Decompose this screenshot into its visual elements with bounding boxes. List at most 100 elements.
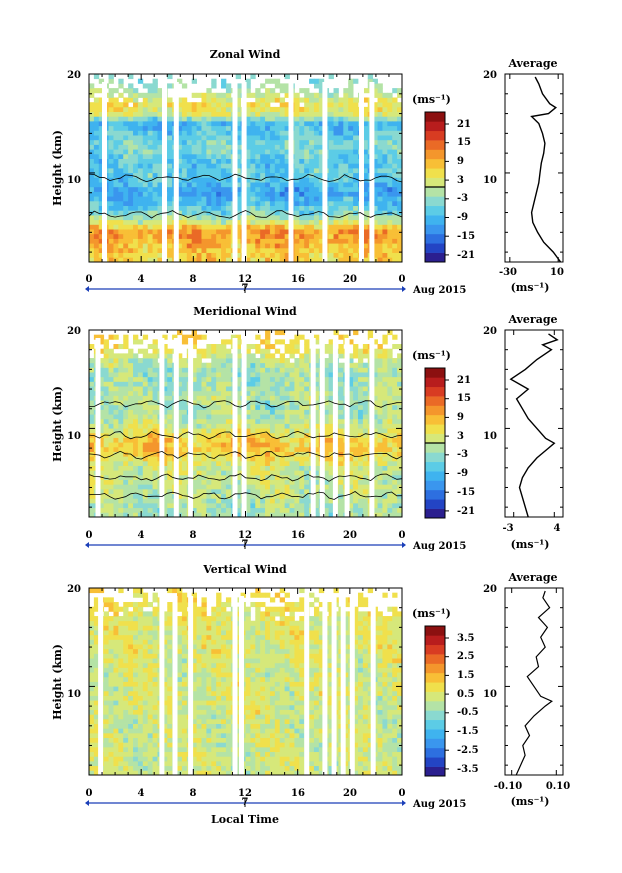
meridional-heatmap-cell (211, 437, 217, 443)
zonal-heatmap-cell (186, 121, 193, 127)
zonal-heatmap-cell (113, 215, 119, 221)
zonal-heatmap-cell (181, 121, 188, 127)
meridional-heatmap-cell (152, 353, 158, 359)
zonal-heatmap-cell (181, 233, 188, 239)
meridional-heatmap-cell (142, 400, 149, 406)
zonal-heatmap-cell (157, 247, 163, 253)
zonal-heatmap-cell (250, 74, 256, 80)
zonal-heatmap-cell (118, 252, 124, 258)
meridional-heatmap-cell (299, 470, 305, 476)
meridional-heatmap-cell (113, 395, 119, 401)
meridional-heatmap-cell (387, 437, 393, 443)
meridional-heatmap-cell (196, 348, 202, 354)
zonal-heatmap-cell (338, 219, 344, 225)
zonal-heatmap-cell (108, 182, 114, 188)
meridional-heatmap-cell (250, 498, 256, 504)
meridional-heatmap-cell (225, 465, 232, 471)
meridional-heatmap-cell (211, 512, 217, 518)
meridional-heatmap-cell (128, 512, 134, 518)
meridional-heatmap-cell (255, 498, 261, 504)
meridional-heatmap-cell (177, 432, 183, 438)
meridional-heatmap-cell (397, 474, 403, 481)
meridional-heatmap-cell (177, 465, 183, 471)
meridional-heatmap-cell (113, 493, 119, 499)
meridional-heatmap-cell (123, 334, 129, 340)
meridional-heatmap-cell (289, 437, 295, 443)
meridional-heatmap-cell (162, 390, 168, 396)
zonal-heatmap-cell (93, 139, 100, 145)
meridional-heatmap-cell (177, 512, 183, 518)
zonal-heatmap-cell (260, 243, 266, 249)
zonal-heatmap-cell (318, 153, 325, 159)
zonal-heatmap-cell (89, 252, 95, 258)
meridional-heatmap-cell (142, 460, 149, 466)
zonal-heatmap-cell (206, 200, 212, 206)
meridional-heatmap-cell (313, 418, 320, 424)
meridional-heatmap-cell (98, 437, 105, 443)
zonal-heatmap-cell (123, 238, 129, 244)
zonal-heatmap-cell (353, 153, 359, 159)
meridional-heatmap-cell (191, 507, 197, 513)
meridional-heatmap-cell (250, 358, 256, 364)
zonal-heatmap-cell (167, 186, 173, 192)
zonal-heatmap-cell (304, 224, 310, 230)
meridional-heatmap-cell (353, 404, 359, 410)
zonal-heatmap-cell (284, 83, 290, 89)
meridional-heatmap-cell (221, 498, 227, 504)
zonal-heatmap-cell (186, 247, 193, 253)
meridional-heatmap-cell (147, 344, 153, 350)
zonal-heatmap-cell (93, 130, 100, 136)
meridional-data-gap (332, 338, 338, 517)
meridional-heatmap-cell (362, 437, 369, 443)
zonal-heatmap-cell (387, 172, 393, 178)
meridional-heatmap-cell (357, 502, 364, 509)
meridional-heatmap-cell (118, 484, 124, 490)
meridional-heatmap-cell (338, 465, 344, 471)
meridional-heatmap-cell (123, 386, 129, 392)
meridional-heatmap-cell (362, 353, 369, 359)
zonal-heatmap-cell (196, 229, 202, 235)
meridional-heatmap-cell (250, 418, 256, 424)
zonal-heatmap-cell (284, 106, 290, 112)
meridional-heatmap-cell (250, 507, 256, 513)
zonal-heatmap-cell (235, 106, 242, 112)
zonal-heatmap-cell (328, 238, 334, 244)
meridional-heatmap-cell (392, 376, 398, 382)
zonal-heatmap-cell (387, 186, 393, 192)
meridional-heatmap-cell (284, 502, 290, 509)
zonal-heatmap-cell (387, 135, 393, 141)
meridional-heatmap-cell (181, 446, 188, 452)
zonal-heatmap-cell (397, 247, 403, 253)
zonal-heatmap-cell (235, 229, 242, 235)
zonal-heatmap-cell (128, 106, 134, 112)
zonal-heatmap-cell (211, 205, 217, 211)
meridional-heatmap-cell (147, 414, 153, 420)
meridional-heatmap-cell (245, 358, 251, 364)
meridional-data-gap (95, 338, 101, 517)
zonal-heatmap-cell (269, 172, 276, 178)
zonal-heatmap-cell (98, 153, 105, 159)
meridional-heatmap-cell (260, 456, 266, 462)
zonal-heatmap-cell (313, 111, 320, 117)
meridional-heatmap-cell (294, 334, 300, 340)
meridional-heatmap-cell (377, 507, 383, 513)
meridional-data-gap (369, 338, 375, 517)
meridional-heatmap-cell (221, 418, 227, 424)
zonal-heatmap-cell (279, 177, 286, 183)
meridional-heatmap-cell (98, 339, 105, 345)
zonal-heatmap-cell (294, 97, 300, 103)
zonal-heatmap-cell (338, 196, 344, 202)
zonal-heatmap-cell (157, 121, 163, 127)
zonal-contour-line (88, 210, 403, 219)
zonal-heatmap-cell (250, 168, 256, 174)
zonal-heatmap-cell (348, 139, 354, 145)
zonal-heatmap-cell (142, 191, 149, 197)
meridional-heatmap-cell (299, 465, 305, 471)
zonal-heatmap-cell (250, 257, 256, 263)
zonal-heatmap-cell (225, 210, 232, 216)
meridional-heatmap-cell (133, 437, 139, 443)
meridional-heatmap-cell (397, 344, 403, 350)
meridional-heatmap-cell (103, 362, 109, 368)
zonal-heatmap-cell (294, 229, 300, 235)
zonal-heatmap-cell (133, 121, 139, 127)
